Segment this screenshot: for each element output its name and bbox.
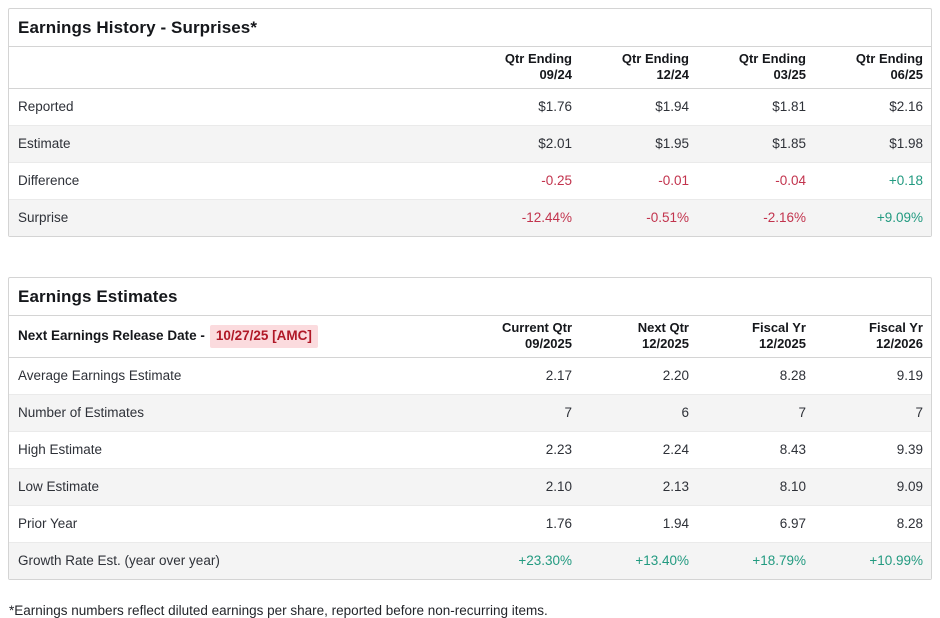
value-cell: 8.43 bbox=[697, 430, 814, 468]
header-row: Qtr Ending 09/24 Qtr Ending 12/24 Qtr En… bbox=[9, 47, 931, 89]
earnings-estimates-card: Earnings Estimates Next Earnings Release… bbox=[8, 277, 932, 580]
table-row-average-estimate: Average Earnings Estimate 2.17 2.20 8.28… bbox=[9, 357, 931, 394]
value-cell: $1.95 bbox=[580, 124, 697, 162]
value-cell: 8.28 bbox=[814, 504, 931, 542]
table-row-prior-year: Prior Year 1.76 1.94 6.97 8.28 bbox=[9, 504, 931, 542]
table-row-growth-rate: Growth Rate Est. (year over year) +23.30… bbox=[9, 541, 931, 579]
col-header-current-qtr: Current Qtr 09/2025 bbox=[463, 316, 580, 358]
value-cell: 8.10 bbox=[697, 467, 814, 505]
earnings-history-table: Qtr Ending 09/24 Qtr Ending 12/24 Qtr En… bbox=[9, 47, 931, 236]
col-header-qtr-0924: Qtr Ending 09/24 bbox=[463, 47, 580, 89]
value-cell: 1.76 bbox=[463, 504, 580, 542]
value-cell: $1.81 bbox=[772, 99, 806, 114]
row-label: Difference bbox=[9, 161, 463, 199]
value-cell: +13.40% bbox=[580, 541, 697, 579]
release-date-badge: 10/27/25 [AMC] bbox=[209, 324, 318, 348]
row-label: Prior Year bbox=[9, 504, 463, 542]
value-cell: 7 bbox=[463, 393, 580, 431]
value-cell: 7 bbox=[814, 393, 931, 431]
value-cell: 9.19 bbox=[896, 368, 923, 383]
value-cell: 8.28 bbox=[779, 368, 806, 383]
value-cell: $1.94 bbox=[655, 99, 689, 114]
col-header-qtr-0625: Qtr Ending 06/25 bbox=[814, 47, 931, 89]
value-cell: +23.30% bbox=[463, 541, 580, 579]
value-cell: $1.76 bbox=[538, 99, 572, 114]
value-cell: +18.79% bbox=[697, 541, 814, 579]
value-cell: +9.09% bbox=[814, 198, 931, 236]
value-cell: +0.18 bbox=[814, 161, 931, 199]
header-row: Next Earnings Release Date -10/27/25 [AM… bbox=[9, 316, 931, 358]
earnings-estimates-title: Earnings Estimates bbox=[9, 278, 931, 316]
col-header-next-qtr: Next Qtr 12/2025 bbox=[580, 316, 697, 358]
row-label: Low Estimate bbox=[9, 467, 463, 505]
value-cell: 2.24 bbox=[580, 430, 697, 468]
table-row-difference: Difference -0.25 -0.01 -0.04 +0.18 bbox=[9, 161, 931, 199]
table-row-low-estimate: Low Estimate 2.10 2.13 8.10 9.09 bbox=[9, 467, 931, 505]
row-label: Number of Estimates bbox=[9, 393, 463, 431]
col-header-qtr-0325: Qtr Ending 03/25 bbox=[697, 47, 814, 89]
value-cell: -0.51% bbox=[580, 198, 697, 236]
table-row-reported: Reported $1.76 $1.94 $1.81 $2.16 bbox=[9, 88, 931, 125]
row-label: Average Earnings Estimate bbox=[18, 368, 182, 383]
value-cell: -2.16% bbox=[697, 198, 814, 236]
value-cell: $1.85 bbox=[697, 124, 814, 162]
table-row-number-of-estimates: Number of Estimates 7 6 7 7 bbox=[9, 393, 931, 431]
value-cell: 2.17 bbox=[545, 368, 572, 383]
value-cell: 1.94 bbox=[580, 504, 697, 542]
row-label: Growth Rate Est. (year over year) bbox=[9, 541, 463, 579]
value-cell: $2.16 bbox=[889, 99, 923, 114]
value-cell: 2.13 bbox=[580, 467, 697, 505]
value-cell: 6 bbox=[580, 393, 697, 431]
row-label: High Estimate bbox=[9, 430, 463, 468]
value-cell: -0.04 bbox=[697, 161, 814, 199]
col-header-fiscal-yr-2025: Fiscal Yr 12/2025 bbox=[697, 316, 814, 358]
earnings-history-card: Earnings History - Surprises* Qtr Ending… bbox=[8, 8, 932, 237]
table-row-estimate: Estimate $2.01 $1.95 $1.85 $1.98 bbox=[9, 124, 931, 162]
value-cell: -12.44% bbox=[463, 198, 580, 236]
col-header-fiscal-yr-2026: Fiscal Yr 12/2026 bbox=[814, 316, 931, 358]
row-label: Estimate bbox=[9, 124, 463, 162]
earnings-footnote: *Earnings numbers reflect diluted earnin… bbox=[9, 603, 548, 618]
header-spacer bbox=[9, 47, 463, 89]
value-cell: -0.25 bbox=[463, 161, 580, 199]
earnings-history-title: Earnings History - Surprises* bbox=[9, 9, 931, 47]
value-cell: $2.01 bbox=[463, 124, 580, 162]
table-row-surprise: Surprise -12.44% -0.51% -2.16% +9.09% bbox=[9, 198, 931, 236]
value-cell: 9.39 bbox=[814, 430, 931, 468]
value-cell: $1.98 bbox=[814, 124, 931, 162]
value-cell: 9.09 bbox=[814, 467, 931, 505]
value-cell: +10.99% bbox=[814, 541, 931, 579]
next-earnings-release: Next Earnings Release Date -10/27/25 [AM… bbox=[9, 316, 463, 358]
release-date-label: Next Earnings Release Date - bbox=[18, 327, 205, 343]
value-cell: 7 bbox=[697, 393, 814, 431]
value-cell: 2.20 bbox=[662, 368, 689, 383]
value-cell: -0.01 bbox=[580, 161, 697, 199]
value-cell: 6.97 bbox=[697, 504, 814, 542]
col-header-qtr-1224: Qtr Ending 12/24 bbox=[580, 47, 697, 89]
row-label: Surprise bbox=[9, 198, 463, 236]
table-row-high-estimate: High Estimate 2.23 2.24 8.43 9.39 bbox=[9, 430, 931, 468]
row-label: Reported bbox=[18, 99, 74, 114]
value-cell: 2.10 bbox=[463, 467, 580, 505]
earnings-estimates-table: Next Earnings Release Date -10/27/25 [AM… bbox=[9, 316, 931, 579]
value-cell: 2.23 bbox=[463, 430, 580, 468]
